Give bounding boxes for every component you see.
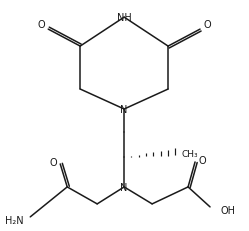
Text: O: O xyxy=(49,157,57,167)
Text: N: N xyxy=(121,105,128,115)
Text: N: N xyxy=(121,182,128,192)
Text: H₂N: H₂N xyxy=(5,215,23,225)
Text: O: O xyxy=(198,155,206,165)
Text: NH: NH xyxy=(117,13,131,23)
Text: OH: OH xyxy=(220,205,235,215)
Text: CH₃: CH₃ xyxy=(181,150,198,159)
Text: O: O xyxy=(37,20,45,30)
Text: O: O xyxy=(203,20,211,30)
